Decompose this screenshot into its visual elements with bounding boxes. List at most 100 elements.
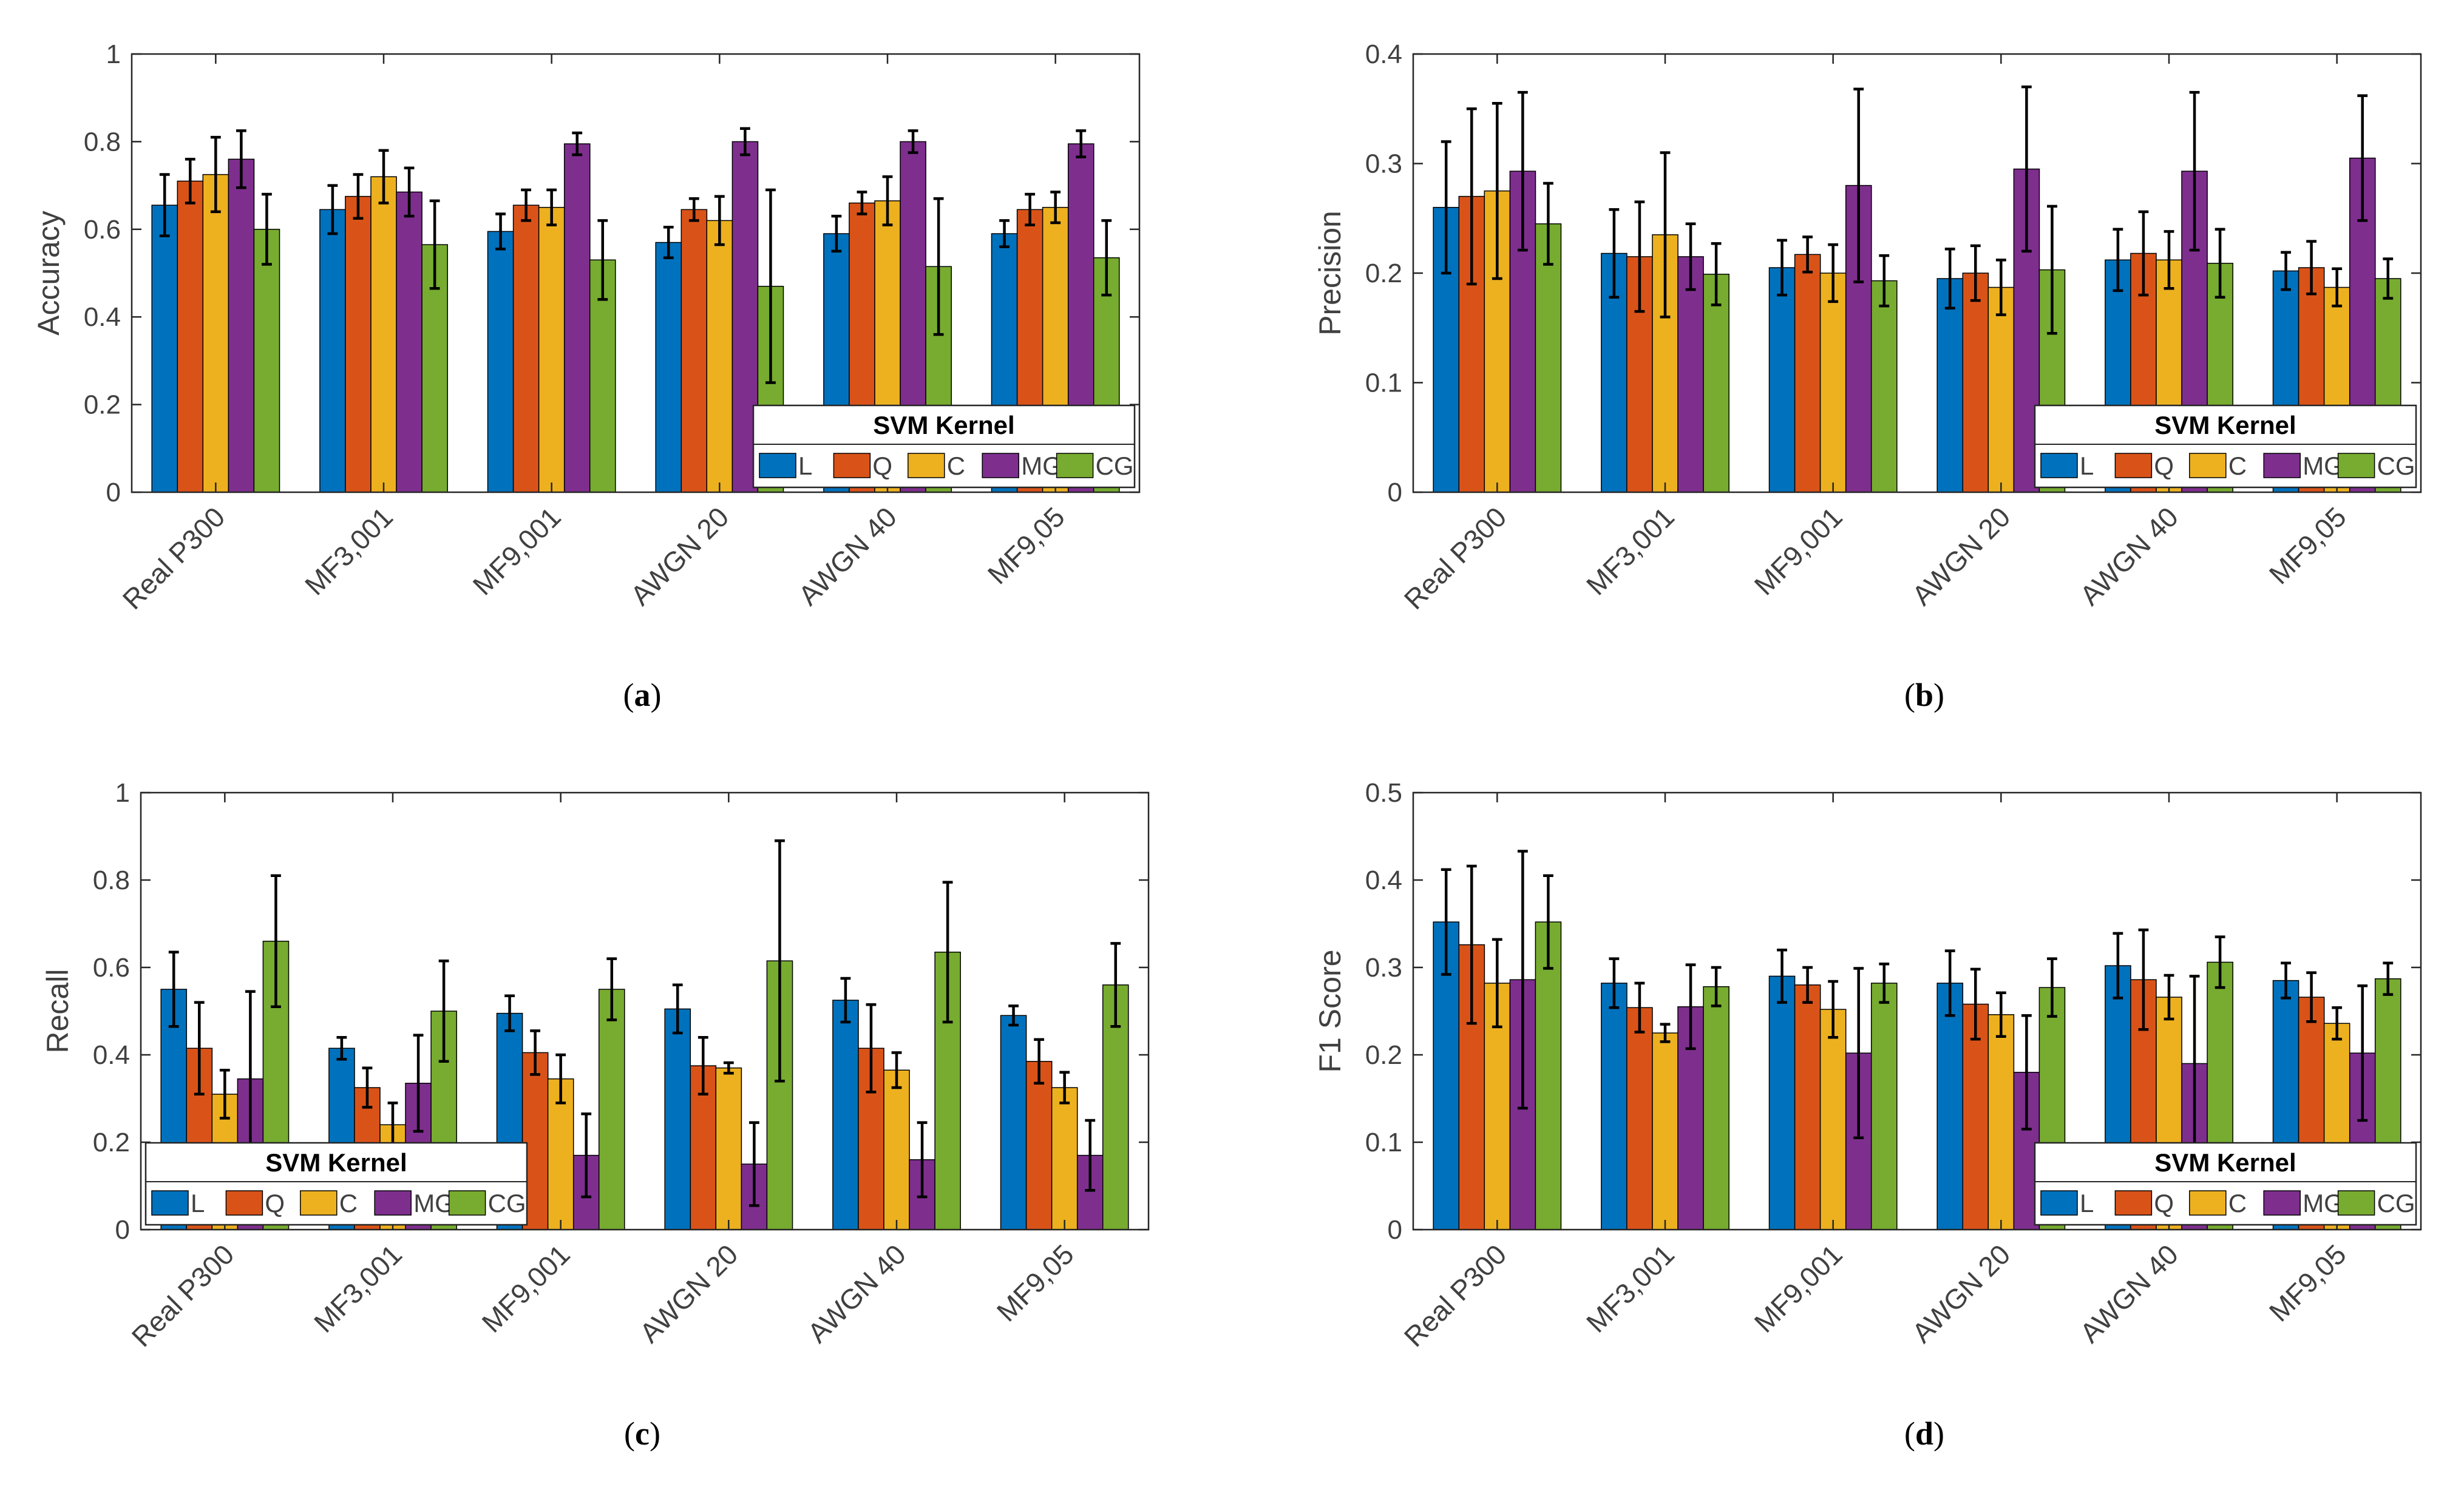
x-category-label: MF9,05	[991, 1238, 1080, 1327]
bar-l	[832, 1000, 859, 1230]
axes-frame	[131, 53, 1141, 493]
error-bar	[866, 1003, 877, 1094]
error-bar	[413, 1034, 424, 1133]
error-bar	[1970, 967, 1981, 1041]
caption-open-paren: (	[1904, 1415, 1915, 1452]
error-bar	[1660, 151, 1671, 319]
y-tick-label: 0.1	[1365, 368, 1402, 398]
bar-c	[1051, 1087, 1078, 1230]
panel-caption: (b)	[1904, 677, 1944, 713]
error-bar	[1995, 259, 2006, 316]
error-bar	[748, 1121, 759, 1207]
y-axis-label: Accuracy	[32, 211, 66, 336]
error-bar	[2113, 228, 2123, 293]
error-bar	[378, 149, 389, 205]
x-category-label: Real P300	[117, 501, 231, 615]
legend-title: SVM Kernel	[2154, 1148, 2296, 1177]
bar-mg	[1677, 256, 1704, 493]
bar-cg	[1870, 983, 1898, 1230]
bar-c	[706, 220, 733, 493]
y-tick-label: 1	[106, 39, 121, 69]
error-bar	[546, 188, 557, 226]
error-bar	[1466, 107, 1477, 286]
y-tick-label: 0.4	[93, 1040, 130, 1070]
error-bar	[504, 994, 515, 1032]
error-bar	[775, 839, 785, 1083]
caption-letter: d	[1915, 1415, 1933, 1452]
bar-mg	[228, 158, 255, 493]
error-bar	[765, 188, 776, 384]
legend-label-cg: CG	[2377, 452, 2415, 480]
legend-swatch-cg	[2337, 453, 2375, 478]
bar-l	[1000, 1015, 1027, 1230]
panel-caption: (c)	[624, 1415, 660, 1452]
y-axis-label: F1 Score	[1313, 950, 1347, 1073]
error-bar	[1879, 962, 1890, 1004]
bar-c	[1652, 1032, 1678, 1230]
error-bar	[2138, 210, 2149, 297]
error-bar	[1685, 222, 1696, 291]
caption-open-paren: (	[1904, 677, 1915, 713]
x-category-label: MF3,001	[1580, 1238, 1680, 1338]
error-bar	[739, 127, 750, 157]
y-tick-label: 0	[1388, 478, 1402, 507]
error-bar	[2357, 984, 2368, 1122]
error-bar	[2164, 974, 2174, 1021]
error-bar	[688, 197, 699, 222]
error-bar	[1025, 192, 1036, 226]
error-bar	[185, 158, 195, 205]
error-bar	[530, 1029, 541, 1076]
legend-entry-mg: MG	[2263, 1189, 2344, 1217]
legend: SVM Kernel L Q C MG CG	[144, 1142, 528, 1226]
legend-label-l: L	[2080, 452, 2094, 480]
legend-swatch-c	[300, 1190, 338, 1216]
error-bar	[168, 950, 179, 1028]
x-category-label: MF9,001	[476, 1238, 576, 1338]
bar-c	[538, 206, 565, 493]
legend-title: SVM Kernel	[265, 1148, 407, 1177]
x-category-label: MF9,001	[1748, 1238, 1848, 1338]
x-category-label: MF9,05	[2263, 1238, 2352, 1327]
legend-label-cg: CG	[2377, 1189, 2415, 1217]
error-bar	[2332, 1006, 2343, 1041]
error-bar	[1944, 248, 1955, 310]
error-bar	[1466, 864, 1477, 1025]
legend-entry-l: L	[759, 452, 812, 480]
x-category-label: MF9,05	[982, 501, 1071, 590]
legend: SVM Kernel L Q C MG CG	[2034, 1142, 2417, 1226]
caption-close-paren: )	[1933, 677, 1944, 713]
error-bar	[2383, 257, 2394, 300]
error-bar	[1101, 219, 1112, 297]
bar-c	[1819, 273, 1847, 493]
error-bar	[1609, 208, 1620, 299]
error-bar	[1879, 254, 1890, 308]
error-bar	[194, 1001, 205, 1096]
legend-label-l: L	[798, 452, 812, 480]
caption-letter: a	[634, 677, 651, 713]
caption-close-paren: )	[651, 677, 662, 713]
y-tick-label: 0.4	[1365, 39, 1402, 69]
y-tick-label: 0.3	[1365, 149, 1402, 179]
error-bar	[723, 1061, 734, 1075]
legend-swatch-q	[225, 1190, 263, 1216]
y-tick-label: 0	[1388, 1215, 1402, 1245]
error-bar	[2189, 90, 2200, 252]
bar-l	[1768, 975, 1796, 1230]
panel-d-f1-score-chart: 0 0.1 0.2 0.3 0.4 0.5 Real P300 MF3,001 MF9,001 A…	[1313, 778, 2422, 1452]
legend-label-q: Q	[2154, 1189, 2174, 1217]
x-category-label: Real P300	[1398, 1238, 1513, 1353]
legend-swatch-c	[908, 453, 945, 478]
bar-q	[680, 209, 708, 493]
axes-frame	[1412, 791, 2422, 1231]
error-bar	[908, 129, 918, 154]
error-bar	[2164, 230, 2174, 290]
legend-label-q: Q	[2154, 452, 2174, 480]
error-bar	[1660, 1023, 1671, 1043]
panel-caption: (a)	[623, 677, 662, 713]
error-bar	[840, 977, 851, 1024]
error-bar	[271, 874, 281, 1009]
error-bar	[1492, 101, 1502, 280]
legend-entry-q: Q	[2114, 452, 2174, 480]
bar-l	[319, 209, 346, 493]
